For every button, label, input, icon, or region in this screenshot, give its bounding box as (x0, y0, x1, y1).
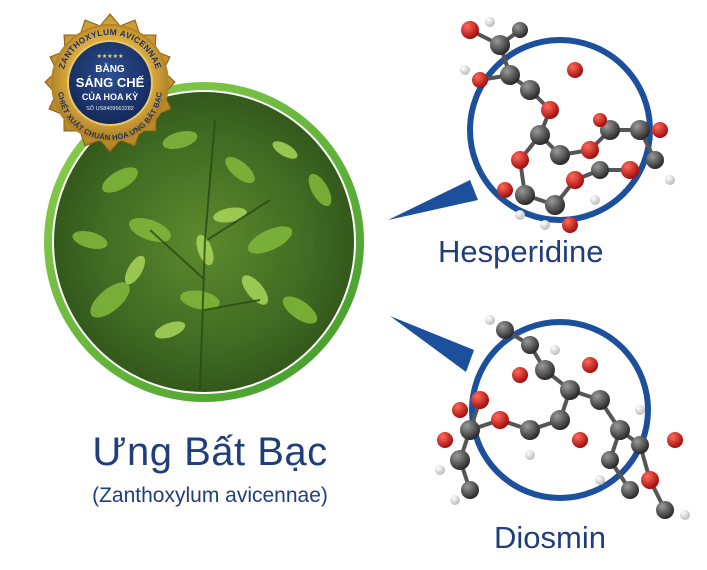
plant-name: Ưng Bất Bạc (92, 430, 328, 474)
hesperidine-molecule (460, 17, 675, 233)
patent-badge (44, 13, 176, 153)
plant-photo (44, 82, 364, 402)
hesperidine-label: Hesperidine (438, 234, 604, 269)
badge-line2: SÁNG CHẾ (76, 75, 145, 90)
plant-scientific-name: (Zanthoxylum avicennae) (92, 484, 328, 507)
diosmin-label: Diosmin (494, 520, 606, 555)
badge-line1: BẰNG (95, 62, 125, 75)
callout-pointer-diosmin (390, 316, 474, 372)
badge-stars: ★★★★★ (97, 53, 124, 60)
badge-line3: CỦA HOA KỲ (82, 91, 138, 102)
callout-pointer-hesperidine (388, 180, 478, 220)
diosmin-molecule (435, 315, 690, 520)
badge-patent-number: SỐ US8409663282 (86, 105, 134, 112)
